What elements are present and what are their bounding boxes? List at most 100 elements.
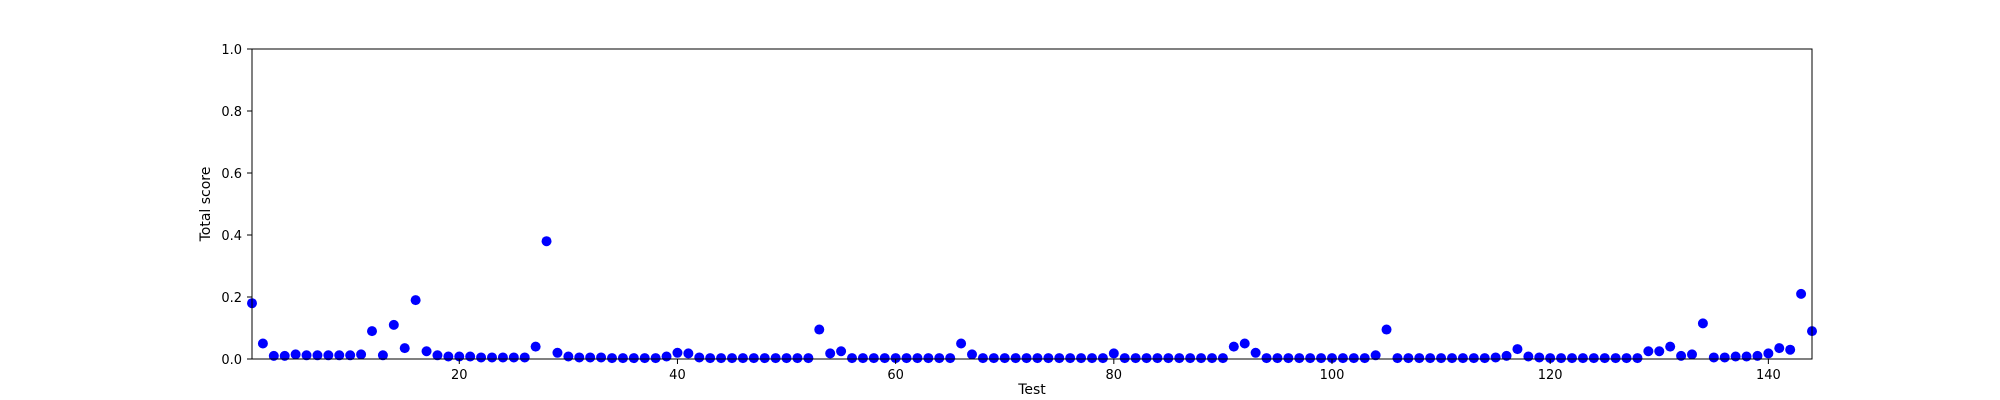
data-point xyxy=(268,350,279,361)
data-point xyxy=(825,348,836,359)
data-point xyxy=(988,353,999,364)
data-point xyxy=(487,352,497,363)
data-point xyxy=(552,347,563,358)
data-point xyxy=(1119,353,1130,364)
x-tick-label: 20 xyxy=(451,368,468,383)
data-point xyxy=(585,352,596,363)
data-point xyxy=(1097,353,1108,364)
data-point xyxy=(1196,353,1207,364)
data-point xyxy=(1610,353,1621,364)
data-point xyxy=(1643,346,1654,357)
data-point xyxy=(879,353,890,364)
data-point xyxy=(1567,353,1577,364)
y-tick-label: 0.6 xyxy=(221,167,242,182)
data-point xyxy=(628,353,639,364)
data-point xyxy=(1392,353,1403,364)
data-point xyxy=(737,353,748,364)
data-point xyxy=(847,353,857,364)
data-point xyxy=(1403,353,1414,364)
data-point xyxy=(1708,352,1719,363)
x-tick-label: 60 xyxy=(887,368,904,383)
data-point xyxy=(1741,351,1752,362)
data-point xyxy=(1468,353,1479,364)
data-point xyxy=(476,352,487,363)
y-axis-label: Total score xyxy=(198,167,214,243)
data-point xyxy=(1599,353,1610,364)
data-point xyxy=(977,353,988,364)
x-tick-label: 80 xyxy=(1106,368,1123,383)
data-point xyxy=(923,353,934,364)
y-tick-label: 1.0 xyxy=(221,43,242,58)
data-point xyxy=(967,349,977,360)
y-tick-label: 0.0 xyxy=(221,353,242,368)
data-point xyxy=(1730,351,1741,362)
data-point xyxy=(377,350,388,361)
data-point xyxy=(956,338,967,349)
data-point xyxy=(519,352,530,363)
data-point xyxy=(748,353,759,364)
data-point xyxy=(410,295,421,306)
data-point xyxy=(1239,338,1250,349)
data-point xyxy=(596,352,607,363)
data-point xyxy=(388,319,399,330)
y-tick-label: 0.8 xyxy=(221,105,242,120)
data-point xyxy=(1381,324,1392,335)
data-point xyxy=(356,349,367,360)
data-point xyxy=(1654,346,1665,357)
data-point xyxy=(1316,353,1327,364)
data-point xyxy=(1108,348,1119,359)
x-tick-label: 140 xyxy=(1756,368,1781,383)
data-point xyxy=(716,353,727,364)
data-point xyxy=(1447,353,1457,364)
data-point xyxy=(465,351,476,362)
data-point xyxy=(1665,341,1676,352)
data-point xyxy=(1032,353,1043,364)
data-point xyxy=(934,353,945,364)
data-point xyxy=(1174,353,1185,364)
data-point xyxy=(1632,353,1643,364)
data-point xyxy=(1141,353,1152,364)
data-point xyxy=(1457,353,1468,364)
data-point xyxy=(1425,353,1436,364)
data-point xyxy=(563,351,574,362)
data-point xyxy=(1763,348,1774,359)
data-point xyxy=(1087,353,1097,364)
x-tick-label: 40 xyxy=(669,368,686,383)
data-point xyxy=(803,353,814,364)
data-point xyxy=(443,351,454,362)
data-point xyxy=(1490,352,1501,363)
x-tick-label: 100 xyxy=(1320,368,1345,383)
data-point xyxy=(290,349,301,360)
data-point xyxy=(1043,353,1054,364)
data-point xyxy=(617,353,628,364)
data-point xyxy=(890,353,901,364)
data-point xyxy=(1327,353,1337,364)
data-point xyxy=(345,350,356,361)
data-point xyxy=(1185,353,1196,364)
data-point xyxy=(1545,353,1556,364)
data-point xyxy=(1501,350,1512,361)
data-point xyxy=(1676,350,1687,361)
data-point xyxy=(1752,350,1763,361)
data-point xyxy=(792,353,803,364)
data-point xyxy=(1774,343,1785,354)
data-point xyxy=(1010,353,1021,364)
data-point xyxy=(257,338,268,349)
data-point xyxy=(497,352,508,363)
data-point xyxy=(323,350,334,361)
data-point xyxy=(1359,353,1370,364)
data-point xyxy=(694,352,705,363)
x-axis: 20 40 60 80 100 120 140 xyxy=(451,359,1781,383)
data-point xyxy=(530,341,541,352)
data-point xyxy=(574,352,585,363)
data-point xyxy=(836,346,847,357)
data-point xyxy=(1697,318,1708,329)
x-tick-label: 120 xyxy=(1538,368,1563,383)
plot-frame xyxy=(251,48,1813,360)
data-point xyxy=(312,350,323,361)
data-point xyxy=(1152,353,1163,364)
data-point xyxy=(541,236,552,247)
data-point xyxy=(672,347,683,358)
data-point xyxy=(912,353,923,364)
